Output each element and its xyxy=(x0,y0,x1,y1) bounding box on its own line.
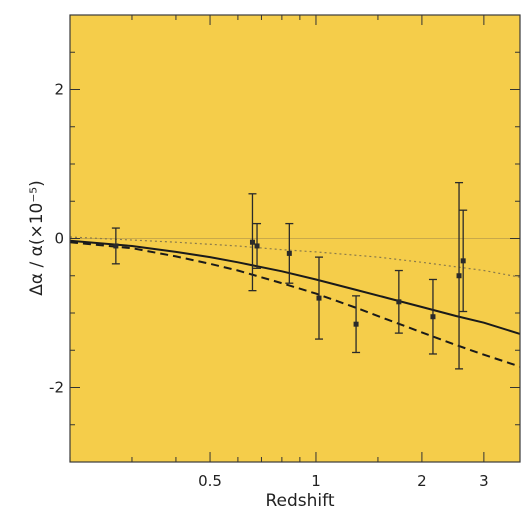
data-point-1 xyxy=(249,239,255,245)
y-axis-title: Δα / α(×10⁻⁵) xyxy=(27,180,47,296)
y-tick-label-0: -2 xyxy=(49,379,64,397)
y-tick-label-1: 0 xyxy=(54,230,64,248)
dotted-curve-3 xyxy=(69,236,521,278)
data-point-2 xyxy=(254,243,260,249)
data-point-6 xyxy=(396,299,402,305)
data-point-0 xyxy=(113,243,119,249)
dashed-curve-2 xyxy=(69,241,521,368)
x-tick-label-1: 1 xyxy=(311,472,321,490)
y-tick-label-2: 2 xyxy=(54,81,64,99)
x-tick-label-3: 3 xyxy=(479,472,489,490)
data-point-5 xyxy=(353,321,359,327)
x-axis-title: Redshift xyxy=(265,491,334,511)
data-point-9 xyxy=(460,258,466,264)
data-point-7 xyxy=(430,314,436,320)
data-point-8 xyxy=(456,273,462,279)
x-tick-label-2: 2 xyxy=(417,472,427,490)
solid-curve-1 xyxy=(69,239,521,335)
data-point-4 xyxy=(316,295,322,301)
x-tick-label-0: 0.5 xyxy=(198,472,222,490)
data-point-3 xyxy=(286,250,292,256)
